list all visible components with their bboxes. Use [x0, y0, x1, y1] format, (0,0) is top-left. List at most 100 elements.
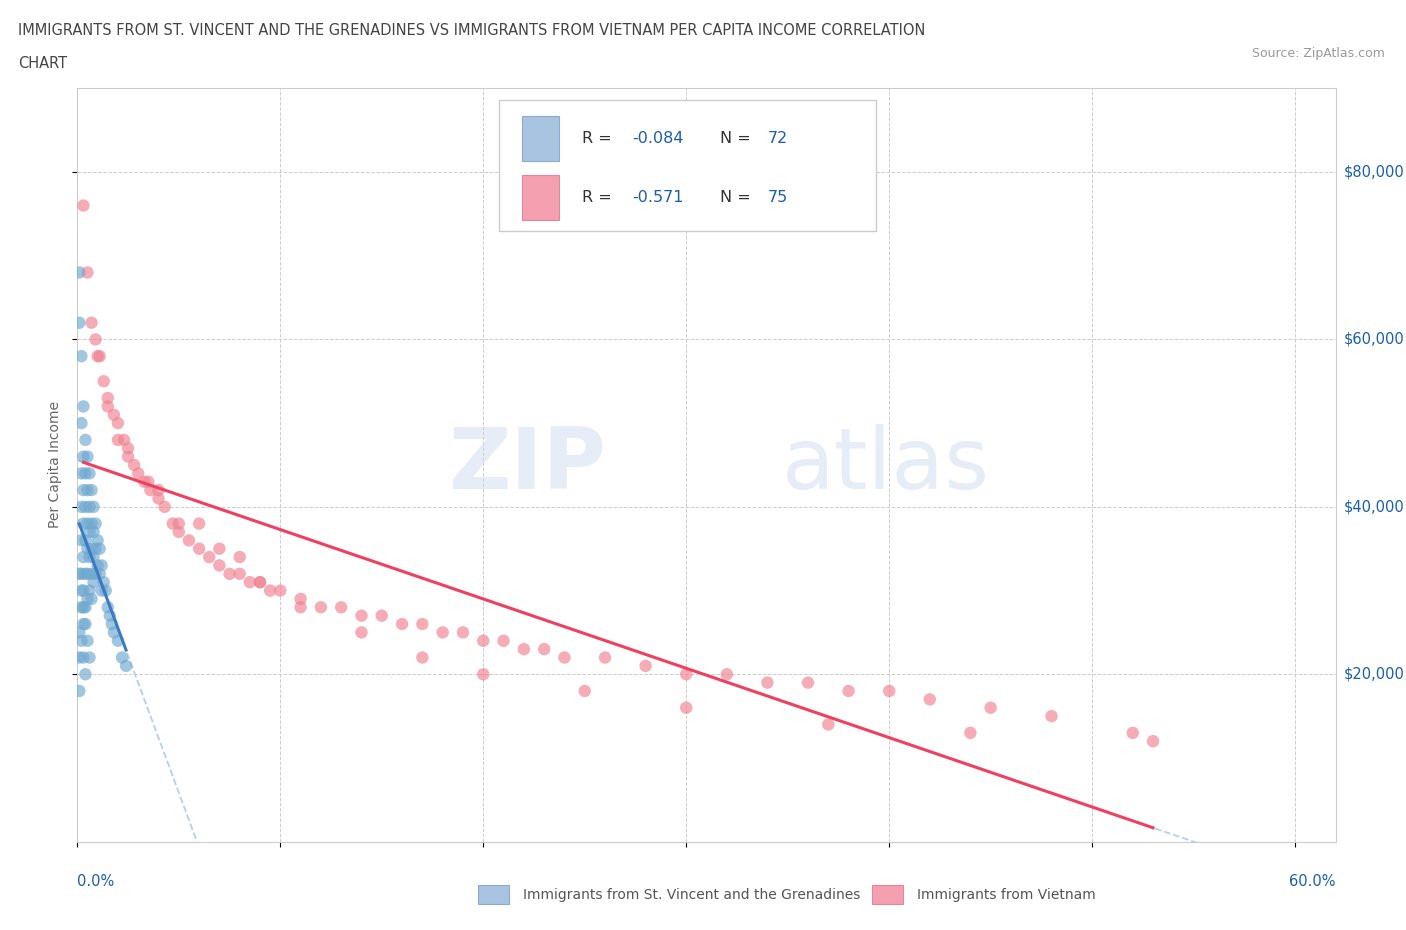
Point: [75, 499, 97, 514]
Point: [959, 725, 981, 740]
Point: [83, 575, 105, 590]
Point: [115, 658, 138, 673]
Point: [249, 575, 271, 590]
Point: [76, 449, 98, 464]
Point: [76, 566, 98, 581]
Point: [75, 667, 97, 682]
Point: [86, 349, 108, 364]
Point: [1040, 709, 1063, 724]
Point: [716, 667, 738, 682]
Point: [249, 575, 271, 590]
Point: [259, 583, 281, 598]
Point: [980, 700, 1002, 715]
Point: [309, 600, 332, 615]
Point: [167, 525, 190, 539]
Text: CHART: CHART: [18, 56, 67, 71]
Point: [918, 692, 941, 707]
Point: [188, 541, 211, 556]
Point: [1142, 734, 1164, 749]
Point: [67, 650, 90, 665]
Text: 0.0%: 0.0%: [77, 874, 114, 889]
Text: atlas: atlas: [782, 423, 990, 507]
Point: [228, 550, 250, 565]
Point: [198, 550, 221, 565]
Point: [80, 483, 103, 498]
Point: [70, 566, 93, 581]
Point: [97, 600, 120, 615]
Point: [593, 650, 616, 665]
Point: [208, 558, 231, 573]
Point: [117, 441, 139, 456]
Point: [98, 608, 121, 623]
Point: [97, 399, 120, 414]
Point: [103, 407, 125, 422]
Point: [492, 633, 515, 648]
Point: [72, 483, 94, 498]
Text: -0.084: -0.084: [633, 131, 683, 146]
Point: [533, 642, 555, 657]
Point: [72, 399, 94, 414]
Point: [218, 566, 240, 581]
Point: [70, 600, 93, 615]
Point: [101, 617, 124, 631]
Text: $80,000: $80,000: [1344, 165, 1405, 179]
Point: [79, 550, 101, 565]
Point: [90, 583, 112, 598]
Point: [80, 566, 103, 581]
Point: [290, 600, 312, 615]
Point: [75, 533, 97, 548]
Point: [84, 541, 107, 556]
Point: [451, 625, 474, 640]
Point: [634, 658, 657, 673]
Text: N =: N =: [720, 131, 756, 146]
Point: [391, 617, 413, 631]
Point: [208, 541, 231, 556]
Point: [472, 633, 495, 648]
Point: [72, 198, 94, 213]
Point: [371, 608, 394, 623]
Point: [93, 374, 115, 389]
Point: [350, 608, 373, 623]
Point: [84, 516, 107, 531]
Point: [75, 566, 97, 581]
Text: 72: 72: [768, 131, 789, 146]
Point: [675, 667, 697, 682]
Point: [80, 315, 103, 330]
Point: [67, 265, 90, 280]
Text: ZIP: ZIP: [449, 423, 606, 507]
Point: [80, 591, 103, 606]
Point: [797, 675, 820, 690]
FancyBboxPatch shape: [499, 100, 876, 232]
Point: [330, 600, 353, 615]
Point: [553, 650, 575, 665]
Point: [177, 533, 200, 548]
Point: [79, 499, 101, 514]
Point: [574, 684, 596, 698]
Point: [67, 315, 90, 330]
Point: [84, 332, 107, 347]
Point: [75, 617, 97, 631]
Point: [107, 416, 129, 431]
Point: [86, 533, 108, 548]
Text: 75: 75: [768, 190, 789, 206]
Point: [79, 466, 101, 481]
Point: [67, 566, 90, 581]
Point: [89, 566, 111, 581]
Point: [411, 650, 433, 665]
Point: [103, 625, 125, 640]
Point: [70, 349, 93, 364]
Point: [513, 642, 536, 657]
Point: [228, 566, 250, 581]
Point: [188, 516, 211, 531]
Point: [153, 499, 176, 514]
Text: 60.0%: 60.0%: [1289, 874, 1336, 889]
Point: [84, 566, 107, 581]
Point: [148, 483, 170, 498]
Text: R =: R =: [582, 131, 617, 146]
Point: [67, 684, 90, 698]
Point: [76, 591, 98, 606]
Text: IMMIGRANTS FROM ST. VINCENT AND THE GRENADINES VS IMMIGRANTS FROM VIETNAM PER CA: IMMIGRANTS FROM ST. VINCENT AND THE GREN…: [18, 23, 925, 38]
Point: [122, 458, 145, 472]
Point: [76, 633, 98, 648]
Text: R =: R =: [582, 190, 617, 206]
